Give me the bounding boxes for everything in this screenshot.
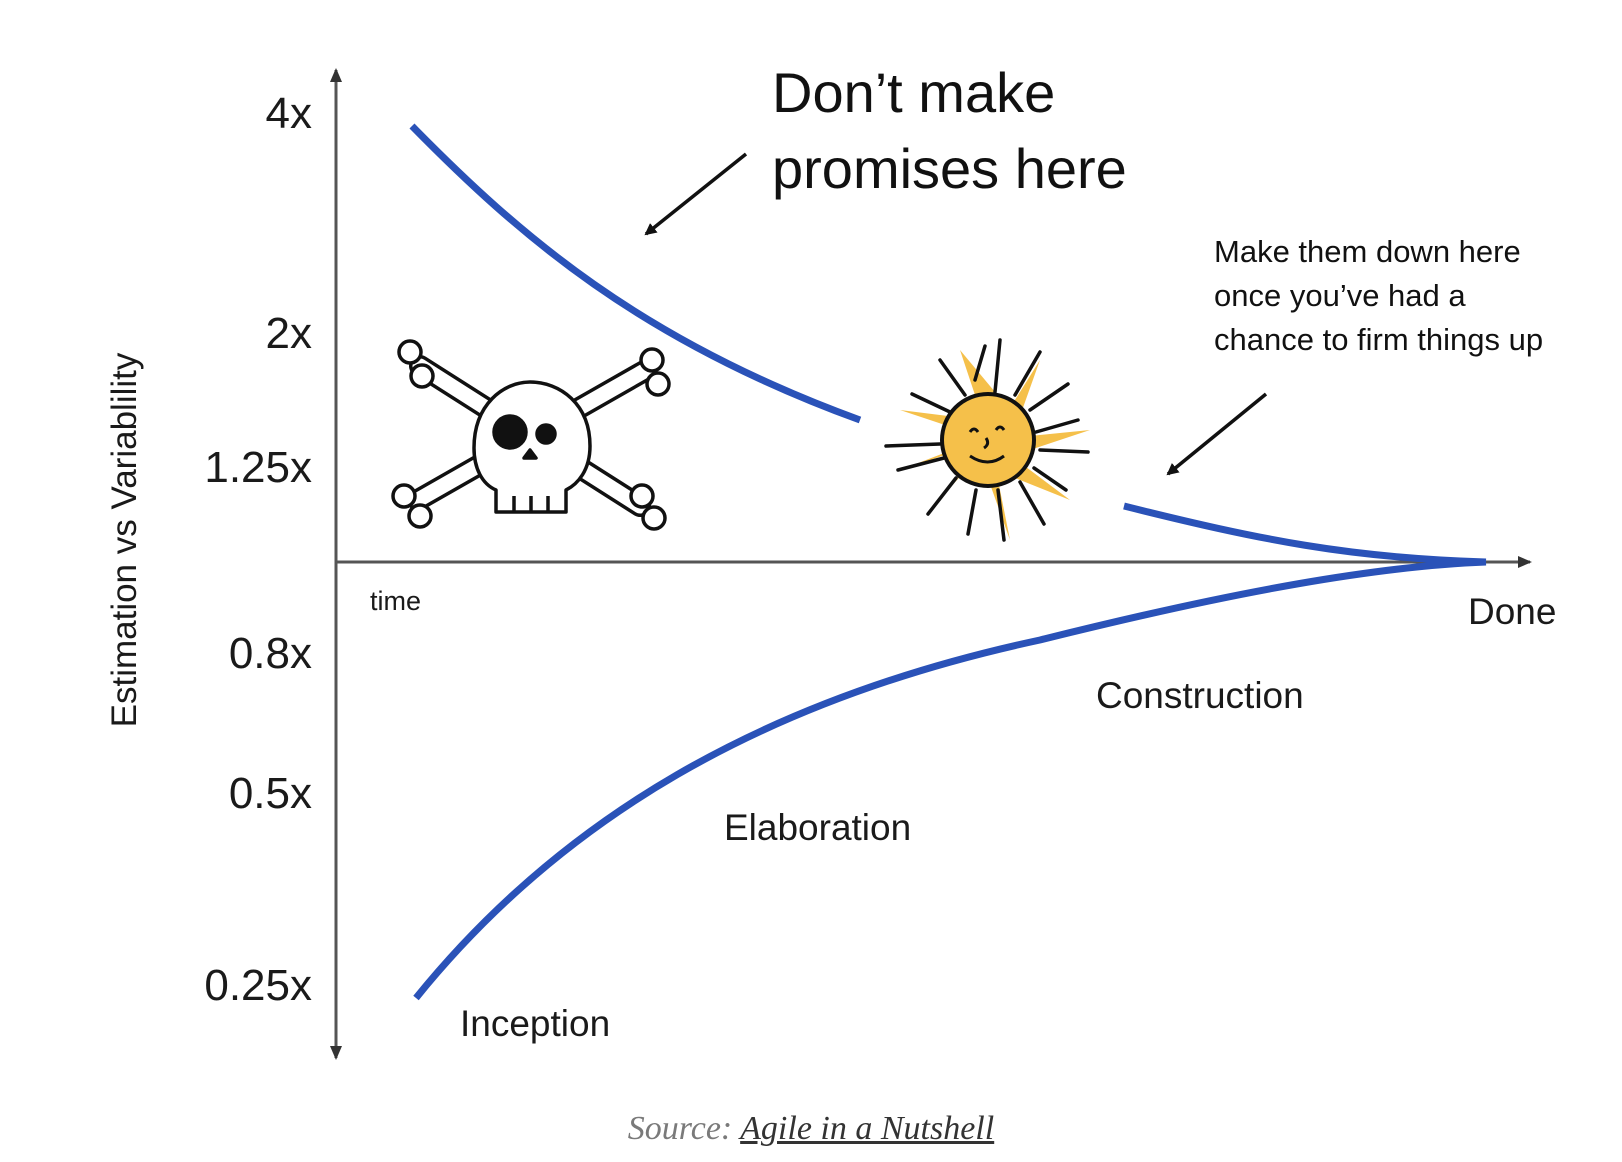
phase-construction: Construction [1096, 675, 1304, 716]
sun-icon [884, 338, 1090, 542]
callout-right-line2: once you’ve had a [1214, 278, 1466, 313]
y-tick-4x: 4x [266, 89, 312, 138]
source-caption: Source: Agile in a Nutshell [0, 1110, 1622, 1148]
upper-curve-tail [1123, 502, 1487, 566]
callout-top-line1: Don’t make [772, 61, 1055, 124]
done-label: Done [1468, 591, 1556, 632]
callout-right-line3: chance to firm things up [1214, 322, 1543, 357]
phase-elaboration: Elaboration [724, 807, 911, 848]
skull-crossbones-icon [391, 339, 671, 531]
source-prefix: Source: [627, 1110, 733, 1147]
y-tick-0-5x: 0.5x [229, 769, 312, 818]
callout-top-arrow [644, 152, 748, 236]
phase-inception: Inception [460, 1003, 610, 1044]
callout-top-line2: promises here [772, 137, 1127, 200]
callout-right-arrow [1166, 392, 1268, 476]
upper-curve [409, 123, 862, 424]
y-tick-0-8x: 0.8x [229, 629, 312, 678]
y-tick-2x: 2x [266, 309, 312, 358]
callout-right-line1: Make them down here [1214, 234, 1521, 269]
y-tick-0-25x: 0.25x [204, 961, 312, 1010]
y-tick-1-25x: 1.25x [204, 443, 312, 492]
x-axis-label: time [370, 586, 421, 616]
y-axis-label: Estimation vs Variablility [105, 352, 144, 727]
source-link[interactable]: Agile in a Nutshell [740, 1110, 995, 1147]
lower-curve [413, 558, 1487, 1001]
